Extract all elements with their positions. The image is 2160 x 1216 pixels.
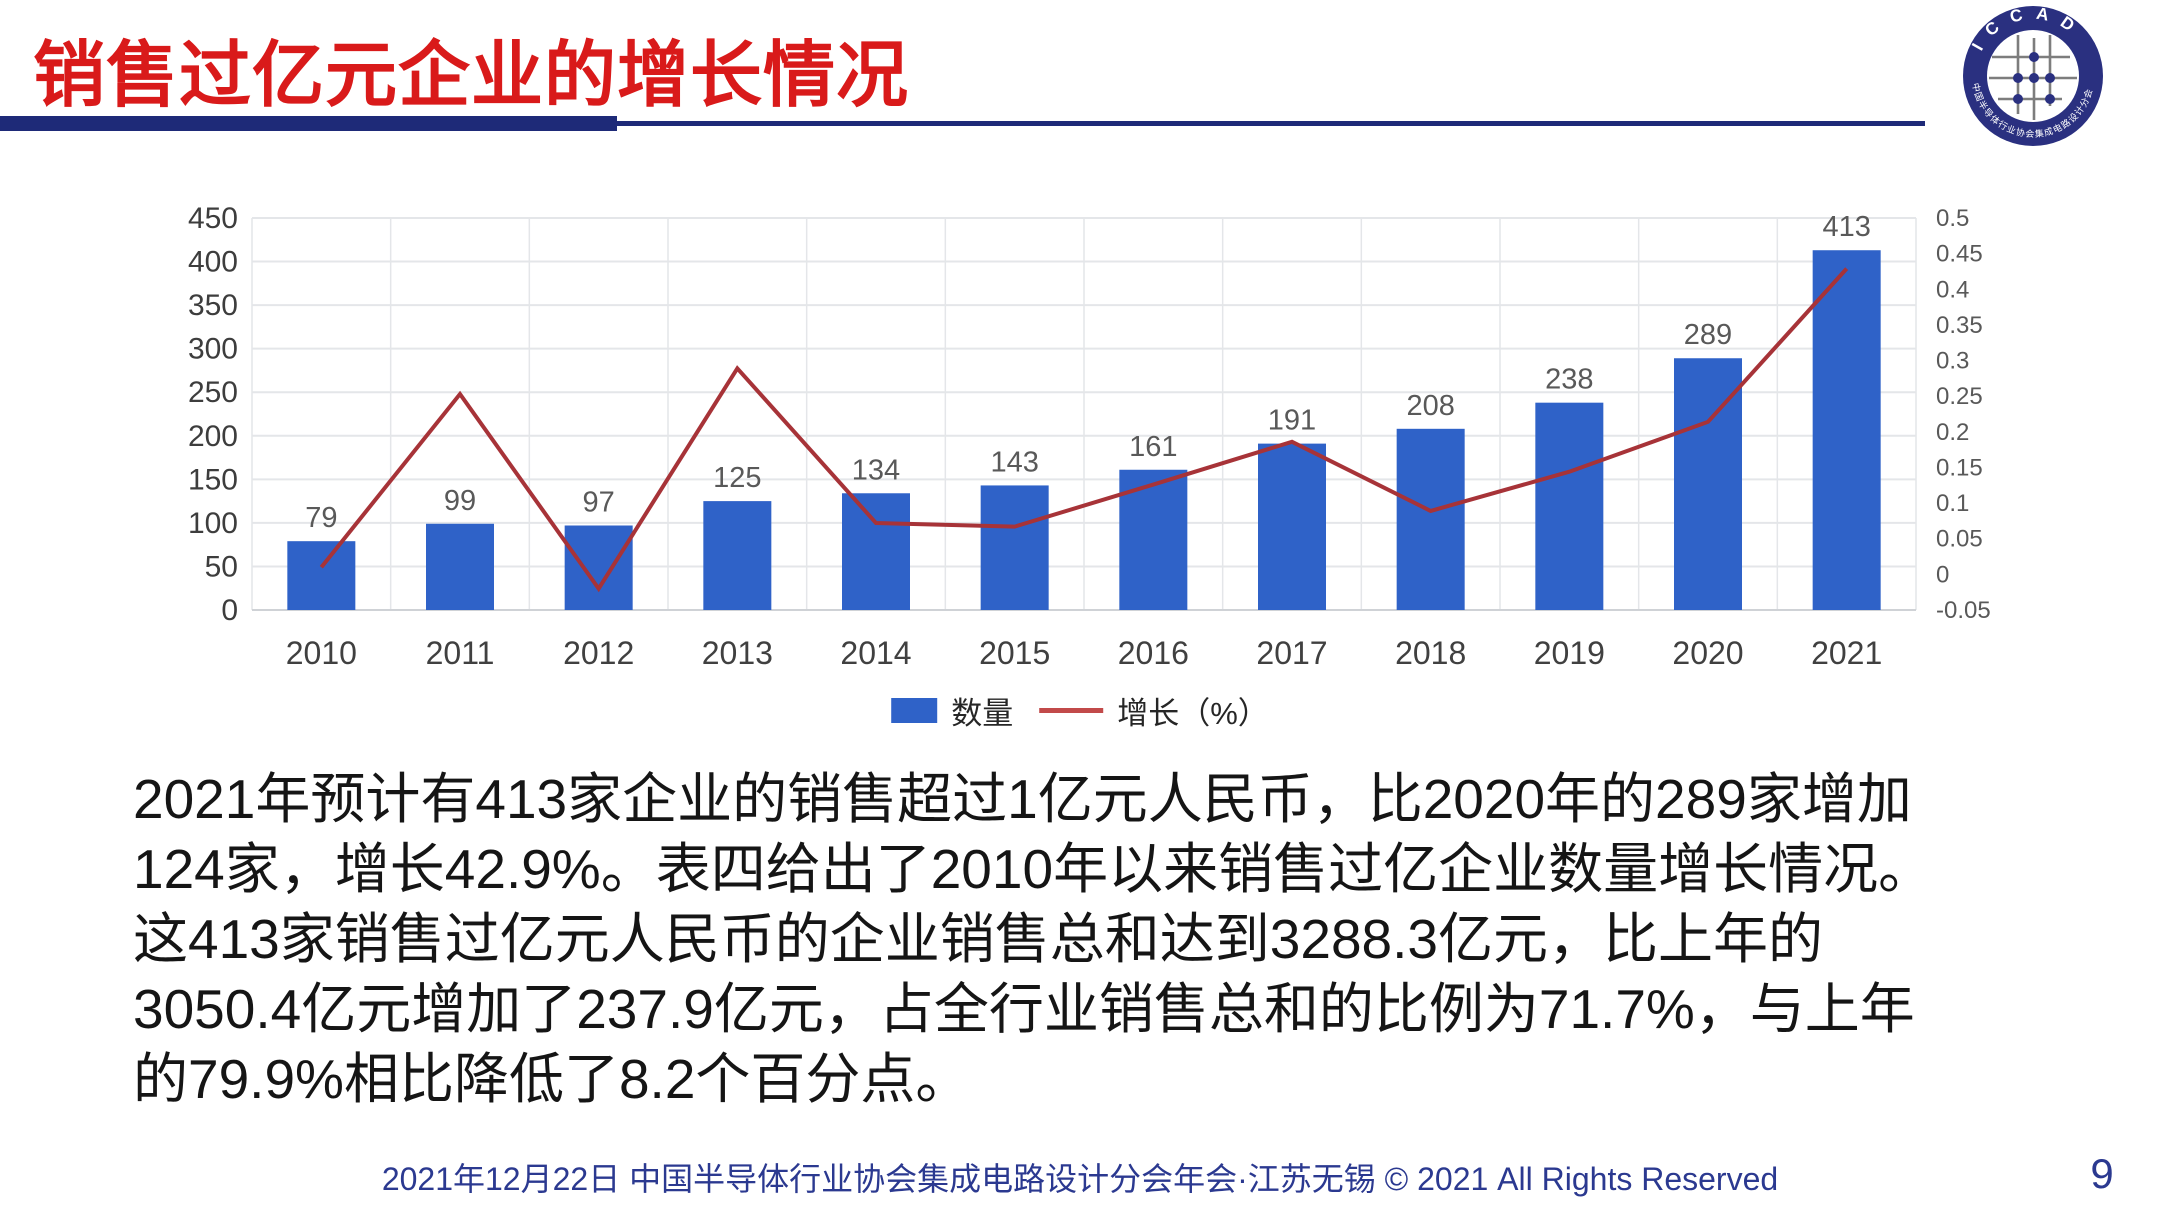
chart-legend: 数量 增长（%） [891, 688, 1269, 733]
left-axis-tick-label: 350 [188, 289, 238, 322]
title-underline-thick [0, 116, 617, 131]
bar-2013 [703, 501, 772, 610]
x-axis-category-label: 2012 [563, 635, 634, 671]
x-axis-category-label: 2011 [426, 635, 495, 671]
right-axis-tick-label: 0.35 [1936, 312, 1983, 339]
x-axis-category-label: 2014 [840, 635, 911, 671]
left-axis-tick-label: 200 [188, 420, 238, 453]
x-axis-category-label: 2017 [1256, 635, 1327, 671]
bar-2020 [1674, 358, 1742, 610]
right-axis-tick-label: 0.3 [1936, 348, 1969, 375]
right-axis-tick-label: -0.05 [1936, 597, 1991, 624]
legend-bar-swatch [891, 698, 938, 723]
bar-2012 [564, 525, 633, 610]
title-underline-thin [617, 121, 1925, 126]
bar-value-label: 413 [1822, 211, 1870, 243]
bar-value-label: 238 [1545, 364, 1593, 396]
left-axis-tick-label: 250 [188, 376, 238, 409]
right-axis-tick-label: 0.15 [1936, 454, 1983, 481]
bar-value-label: 97 [583, 487, 615, 519]
right-axis-tick-label: 0.1 [1936, 490, 1969, 517]
footer-credit: 2021年12月22日 中国半导体行业协会集成电路设计分会年会·江苏无锡 © 2… [381, 1161, 1779, 1197]
bar-2010 [287, 541, 356, 610]
x-axis-category-label: 2015 [979, 635, 1050, 671]
body-line: 的79.9%相比降低了8.2个百分点。 [133, 1048, 971, 1110]
bar-2011 [426, 523, 494, 610]
bar-value-label: 79 [305, 502, 337, 534]
bar-value-label: 208 [1406, 390, 1454, 422]
bar-value-label: 143 [990, 446, 1038, 478]
right-axis-tick-label: 0 [1936, 561, 1949, 588]
left-axis-tick-label: 400 [188, 246, 238, 279]
x-axis-category-label: 2018 [1395, 635, 1466, 671]
x-axis-category-label: 2020 [1672, 635, 1743, 671]
right-axis-tick-label: 0.25 [1936, 383, 1983, 410]
slide-title: 销售过亿元企业的增长情况 [33, 36, 910, 116]
left-axis-tick-label: 300 [188, 333, 238, 366]
body-line: 124家，增长42.9%。表四给出了2010年以来销售过亿企业数量增长情况。 [133, 838, 1934, 900]
right-axis-tick-label: 0.5 [1936, 205, 1969, 232]
page-number: 9 [2090, 1150, 2114, 1197]
bar-2021 [1812, 250, 1881, 610]
x-axis-category-label: 2019 [1534, 635, 1605, 671]
bar-value-label: 161 [1129, 431, 1177, 463]
x-axis-category-label: 2013 [702, 635, 773, 671]
growth-line [319, 267, 1849, 593]
right-axis-tick-label: 0.45 [1936, 241, 1983, 268]
x-axis-category-label: 2010 [286, 635, 357, 671]
left-axis-tick-label: 50 [205, 550, 238, 583]
bar-2017 [1258, 443, 1326, 610]
bar-value-label: 289 [1684, 319, 1732, 351]
legend-line-swatch [1039, 708, 1104, 713]
left-axis-tick-label: 100 [188, 507, 238, 540]
body-line: 2021年预计有413家企业的销售超过1亿元人民币，比2020年的289家增加 [133, 768, 1912, 830]
bar-2019 [1535, 402, 1604, 610]
left-axis-tick-label: 450 [188, 202, 238, 235]
body-line: 3050.4亿元增加了237.9亿元，占全行业销售总和的比例为71.7%，与上年 [133, 978, 1915, 1040]
bar-2014 [842, 493, 910, 610]
right-axis-tick-label: 0.05 [1936, 526, 1983, 553]
bar-2015 [980, 485, 1049, 610]
bar-value-label: 125 [713, 462, 761, 494]
bar-2018 [1396, 428, 1465, 610]
right-axis-tick-label: 0.4 [1936, 276, 1969, 303]
x-axis-category-label: 2016 [1118, 635, 1189, 671]
iccad-logo: I C C A D 中国半导体行业协会集成电路设计分会 [1963, 4, 2103, 146]
bar-value-label: 134 [852, 454, 900, 486]
body-paragraph: 2021年预计有413家企业的销售超过1亿元人民币，比2020年的289家增加 … [133, 764, 2047, 1114]
right-axis-tick-label: 0.2 [1936, 419, 1969, 446]
legend-bar-label: 数量 [951, 696, 1014, 731]
left-axis-tick-label: 150 [188, 463, 238, 496]
x-axis-category-label: 2021 [1811, 635, 1882, 671]
logo-circuit-nodes [2013, 52, 2055, 104]
chart-plot-area: 0 50 100 150 200 250 300 350 400 450 -0.05 0 0.05 0.1… [188, 202, 1991, 671]
body-line: 这413家销售过亿元人民币的企业销售总和达到3288.3亿元，比上年的 [133, 908, 1823, 970]
bar-value-label: 191 [1268, 405, 1316, 437]
legend-line-label: 增长（%） [1117, 696, 1269, 731]
combo-chart: 0 50 100 150 200 250 300 350 400 450 -0.05 0 0.05 0.1… [188, 202, 1991, 671]
left-axis-tick-label: 0 [221, 594, 238, 627]
bar-value-label: 99 [444, 485, 476, 517]
